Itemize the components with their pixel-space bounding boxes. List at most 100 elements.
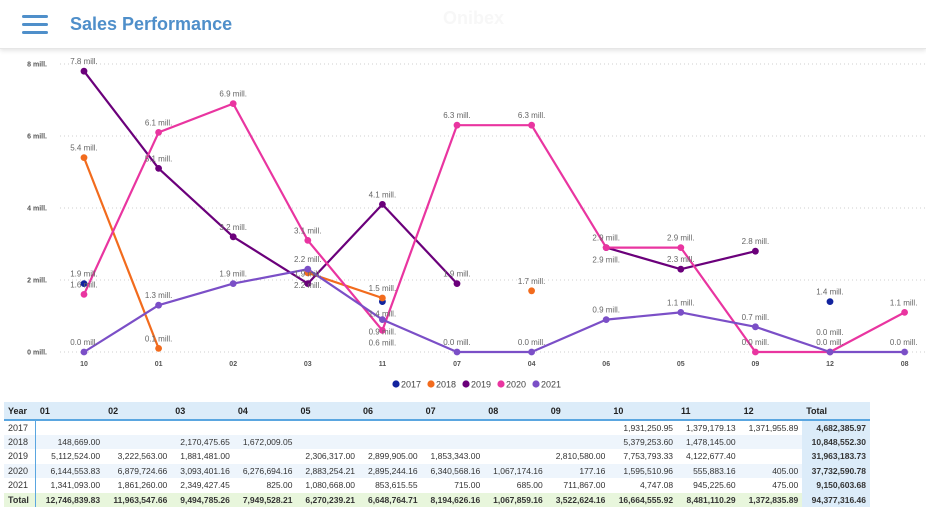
value-cell: 11,963,547.66 (104, 492, 172, 507)
data-label-2020: 0.6 mill. (369, 338, 397, 347)
value-cell: 12,746,839.83 (35, 492, 105, 507)
page-title: Sales Performance (70, 14, 233, 34)
x-tick-label: 11 (379, 361, 387, 368)
column-header-month[interactable]: 07 (421, 402, 485, 421)
value-cell (546, 434, 610, 449)
data-point-2018 (80, 154, 88, 161)
data-label-2018: 5.4 mill. (70, 144, 98, 153)
data-label-2021: 0.0 mill. (70, 338, 98, 347)
series-line-2018 (82, 157, 160, 349)
data-point-2018 (155, 345, 163, 352)
data-label-2020: 6.3 mill. (443, 111, 471, 120)
data-label-2020: 6.9 mill. (219, 90, 247, 99)
value-cell: 6,879,724.66 (104, 463, 172, 478)
row-header: 2021 (4, 478, 37, 493)
data-label-2021: 0.0 mill. (443, 338, 471, 347)
value-cell (171, 420, 234, 435)
data-label-2020: 0.0 mill. (816, 338, 844, 347)
value-cell: 853,615.55 (359, 478, 422, 493)
data-label-2020: 3.1 mill. (294, 226, 322, 235)
y-tick-label: 0 mill. (27, 350, 47, 357)
x-tick-label: 09 (752, 361, 760, 368)
value-cell (484, 434, 547, 449)
data-label-2019: 2.3 mill. (667, 255, 695, 264)
value-cell: 715.00 (421, 478, 485, 493)
column-header-month[interactable]: 12 (739, 402, 803, 421)
data-labels: 7.8 mill.5.4 mill.1.9 mill.1.6 mill.0.0 … (70, 57, 917, 347)
data-label-2020: 1.1 mill. (890, 298, 918, 307)
data-label-2020: 2.9 mill. (592, 256, 620, 265)
x-tick-label: 05 (677, 361, 685, 368)
column-header-month[interactable]: 04 (233, 402, 297, 421)
row-total-cell: 9,150,603.68 (802, 478, 870, 493)
table-row: 2018 148,669.00 2,170,475.65 1,672,009.05 5,… (4, 434, 870, 449)
value-cell (739, 434, 803, 449)
value-cell: 2,899,905.00 (359, 449, 422, 464)
value-cell: 148,669.00 (35, 434, 105, 449)
value-cell (296, 420, 360, 435)
data-point-2020 (602, 244, 610, 252)
data-point-2020 (155, 129, 163, 136)
data-label-2018: 0.1 mill. (145, 334, 173, 343)
series-line-2021 (83, 268, 905, 354)
data-label-2019: 4.1 mill. (369, 190, 397, 199)
x-axis: 10 01 02 03 11 07 04 06 05 09 12 08 (80, 361, 908, 368)
data-point-2020 (453, 121, 461, 129)
legend-label-2019: 2019 (471, 380, 491, 390)
data-point-2020 (80, 291, 88, 298)
data-label-2019: 5.1 mill. (145, 154, 173, 163)
value-cell: 1,341,093.00 (35, 478, 105, 493)
value-cell: 8,481,110.29 (677, 492, 740, 507)
column-header-month[interactable]: 01 (35, 402, 105, 421)
x-tick-label: 10 (80, 361, 88, 368)
column-header-month[interactable]: 11 (677, 402, 740, 421)
data-point-2021 (826, 348, 834, 356)
value-cell: 6,648,764.71 (359, 492, 422, 507)
value-cell: 1,080,668.00 (296, 478, 360, 493)
row-header: Total (4, 492, 37, 507)
value-cell (359, 434, 422, 449)
column-header-month[interactable]: 06 (359, 402, 422, 421)
data-label-2018: 2.2 mill. (294, 281, 322, 290)
column-header-month[interactable]: 08 (484, 402, 547, 421)
data-label-2021: 0.9 mill. (592, 306, 620, 315)
data-point-2017 (826, 298, 834, 305)
column-header-month[interactable]: 10 (609, 402, 678, 421)
data-point-2019 (677, 265, 685, 273)
menu-line (22, 15, 48, 18)
y-axis: 0 mill. 2 mill. 4 mill. 6 mill. 8 mill. (27, 62, 47, 357)
legend-marker-2020 (497, 380, 505, 388)
top-bar: Sales Performance Onibex (0, 0, 926, 49)
value-cell: 405.00 (739, 463, 803, 478)
data-point-2021 (304, 265, 312, 273)
value-cell: 3,222,563.00 (104, 449, 172, 464)
value-cell: 5,112,524.00 (35, 449, 105, 464)
value-cell: 2,883,254.21 (296, 463, 360, 478)
column-header-month[interactable]: 05 (296, 402, 360, 421)
y-tick-label: 4 mill. (27, 206, 47, 213)
column-header-month[interactable]: 03 (171, 402, 234, 421)
value-cell (484, 420, 547, 435)
data-point-2021 (752, 323, 759, 331)
data-label-2018: 1.7 mill. (518, 277, 546, 286)
data-point-2020 (528, 121, 535, 129)
data-point-2020 (901, 309, 908, 316)
data-label-2019: 1.9 mill. (294, 270, 322, 279)
hamburger-menu-icon[interactable] (22, 14, 48, 36)
data-label-2020: 2.9 mill. (667, 234, 695, 243)
column-header-total[interactable]: Total (802, 402, 870, 421)
value-cell: 2,306,317.00 (296, 449, 360, 464)
matrix-header-row: Year 01 02 03 04 05 06 07 08 09 10 11 12 Total (4, 402, 870, 421)
column-header-year[interactable]: Year (4, 402, 36, 421)
row-header: 2017 (4, 420, 37, 435)
data-label-2019: 7.8 mill. (70, 57, 98, 66)
value-cell: 1,067,174.16 (484, 463, 547, 478)
data-point-2019 (453, 280, 461, 287)
data-point-2021 (602, 316, 610, 323)
column-header-month[interactable]: 02 (104, 402, 172, 421)
legend-label-2018: 2018 (436, 380, 456, 390)
column-header-month[interactable]: 09 (546, 402, 610, 421)
x-tick-label: 08 (901, 361, 909, 368)
data-point-2021 (453, 348, 461, 356)
data-point-2021 (155, 301, 163, 309)
